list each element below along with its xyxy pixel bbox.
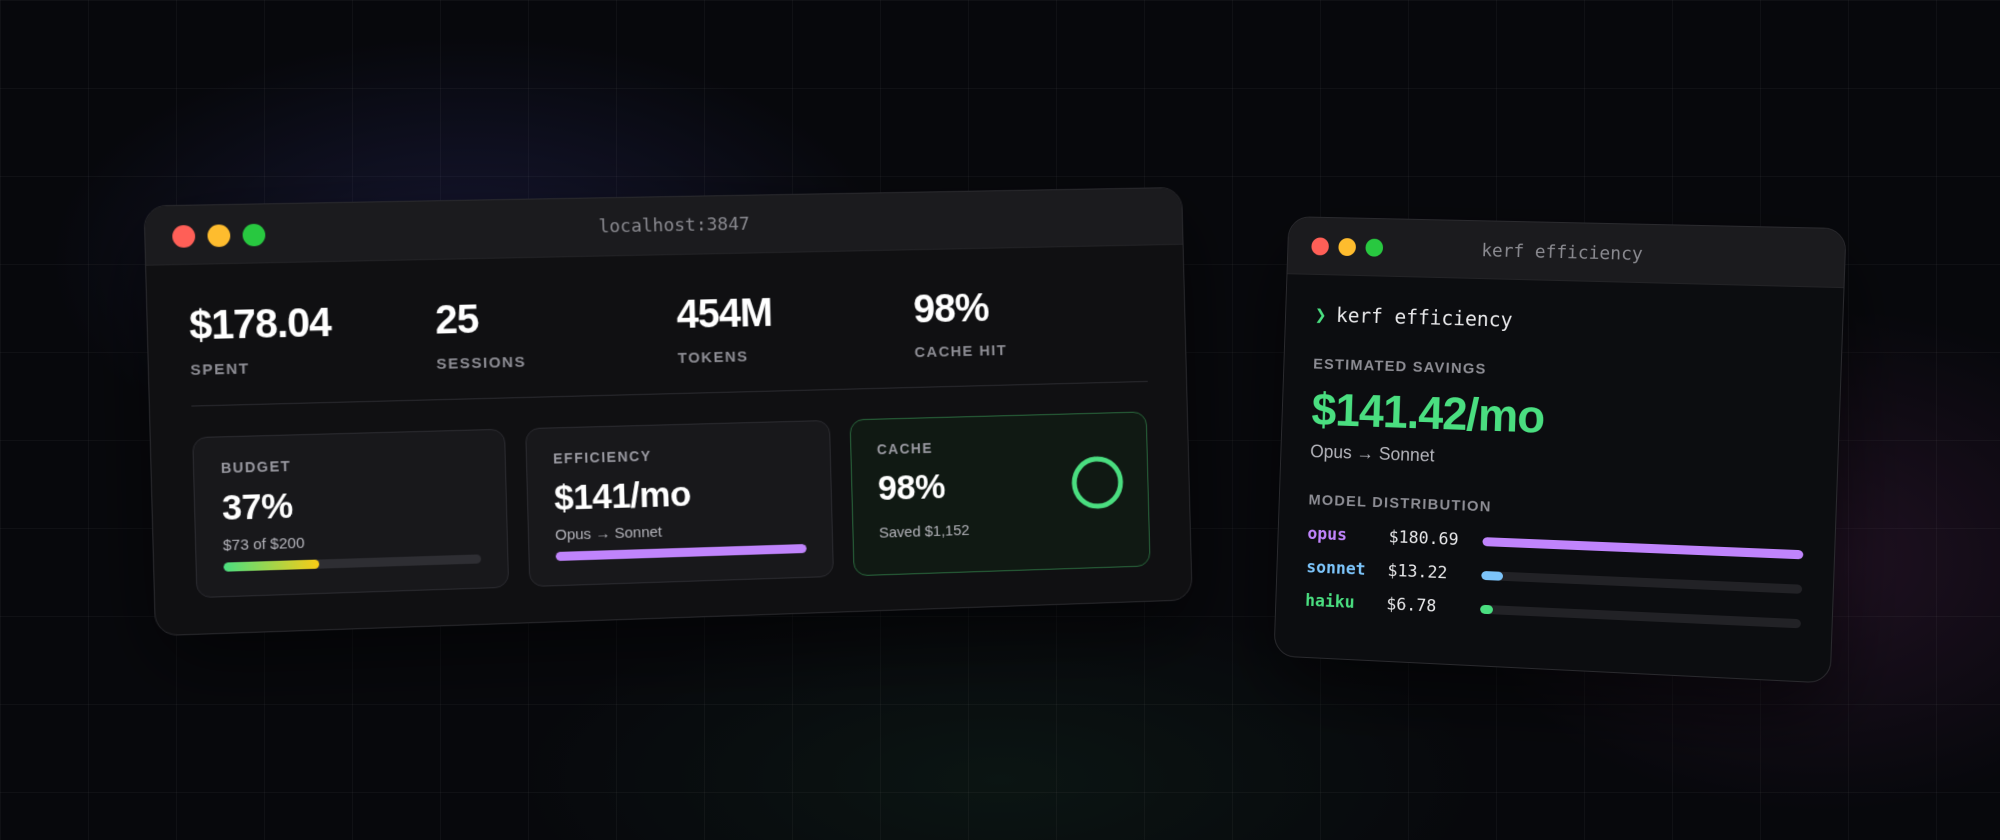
model-row-sonnet: sonnet $13.22 bbox=[1306, 557, 1803, 598]
stats-row: $178.04 SPENT 25 SESSIONS 454M TOKENS 98… bbox=[146, 245, 1185, 380]
card-subtext: $73 of $200 bbox=[223, 529, 481, 554]
terminal-window: kerf efficiency ❯ kerf efficiency ESTIMAT… bbox=[1273, 216, 1846, 683]
efficiency-card[interactable]: EFFICIENCY $141/mo Opus → Sonnet bbox=[525, 420, 834, 587]
card-value: 37% bbox=[221, 481, 480, 529]
stat-cache-hit: 98% CACHE HIT bbox=[913, 283, 1147, 361]
model-cost: $180.69 bbox=[1388, 527, 1483, 551]
model-name: opus bbox=[1307, 524, 1389, 547]
card-label: EFFICIENCY bbox=[553, 444, 804, 467]
budget-progress-bar bbox=[223, 554, 481, 571]
card-label: BUDGET bbox=[221, 453, 479, 476]
card-label: CACHE bbox=[877, 435, 1122, 458]
stat-value: 98% bbox=[913, 283, 1147, 333]
model-row-haiku: haiku $6.78 bbox=[1305, 591, 1801, 633]
cache-card[interactable]: CACHE 98% Saved $1,152 bbox=[850, 411, 1151, 576]
budget-card[interactable]: BUDGET 37% $73 of $200 bbox=[192, 429, 509, 598]
card-value: $141/mo bbox=[554, 471, 806, 518]
efficiency-progress-fill bbox=[556, 544, 807, 561]
budget-progress-fill bbox=[223, 560, 319, 572]
stat-value: 454M bbox=[676, 288, 914, 338]
cards-row: BUDGET 37% $73 of $200 EFFICIENCY $141/m… bbox=[150, 381, 1191, 600]
command-line: ❯ kerf efficiency bbox=[1315, 303, 1812, 341]
terminal-title: kerf efficiency bbox=[1288, 236, 1845, 270]
model-bar-fill bbox=[1481, 570, 1503, 580]
prompt-chevron-icon: ❯ bbox=[1315, 303, 1327, 327]
model-distribution-list: opus $180.69 sonnet $13.22 haiku $6.78 bbox=[1305, 524, 1804, 633]
model-name: haiku bbox=[1305, 591, 1387, 614]
stat-label: SESSIONS bbox=[436, 350, 678, 373]
efficiency-progress-bar bbox=[556, 544, 807, 561]
stat-spent: $178.04 SPENT bbox=[189, 298, 437, 379]
stat-sessions: 25 SESSIONS bbox=[435, 293, 678, 373]
terminal-body[interactable]: ❯ kerf efficiency ESTIMATED SAVINGS $141.… bbox=[1275, 274, 1843, 663]
model-name: sonnet bbox=[1306, 557, 1388, 580]
browser-window: localhost:3847 $178.04 SPENT 25 SESSIONS… bbox=[143, 187, 1192, 636]
model-cost: $6.78 bbox=[1386, 595, 1480, 619]
address-bar[interactable]: localhost:3847 bbox=[145, 206, 1182, 247]
model-bar-fill bbox=[1480, 604, 1493, 614]
cache-ring-icon bbox=[1070, 454, 1125, 511]
card-subtext: Saved $1,152 bbox=[879, 517, 1124, 541]
model-bar-track bbox=[1480, 604, 1801, 628]
stat-value: $178.04 bbox=[189, 298, 436, 349]
distribution-label: MODEL DISTRIBUTION bbox=[1308, 492, 1805, 528]
card-subtext: Opus → Sonnet bbox=[555, 519, 806, 544]
stat-label: SPENT bbox=[190, 356, 436, 379]
model-row-opus: opus $180.69 bbox=[1307, 524, 1804, 564]
savings-value: $141.42/mo bbox=[1311, 382, 1809, 453]
model-bar-track bbox=[1482, 537, 1803, 559]
stat-label: CACHE HIT bbox=[914, 339, 1147, 361]
model-bar-fill bbox=[1482, 537, 1803, 559]
savings-label: ESTIMATED SAVINGS bbox=[1313, 356, 1810, 388]
model-bar-track bbox=[1481, 570, 1802, 593]
stat-value: 25 bbox=[435, 293, 678, 344]
model-cost: $13.22 bbox=[1387, 561, 1482, 585]
stat-label: TOKENS bbox=[678, 344, 915, 367]
stat-tokens: 454M TOKENS bbox=[676, 288, 915, 367]
command-text: kerf efficiency bbox=[1336, 303, 1513, 332]
